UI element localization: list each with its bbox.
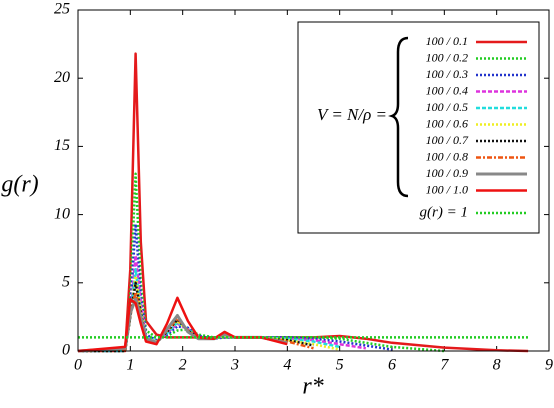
legend-box bbox=[297, 21, 540, 234]
legend-label: 100 / 0.8 bbox=[426, 149, 468, 163]
y-tick-label: 20 bbox=[54, 69, 70, 86]
legend-brace bbox=[388, 36, 409, 198]
y-tick-label: 0 bbox=[62, 342, 70, 359]
x-tick-label: 4 bbox=[283, 357, 291, 374]
x-tick-label: 0 bbox=[74, 357, 82, 374]
legend-label: 100 / 0.3 bbox=[426, 67, 468, 81]
x-axis-label: r* bbox=[302, 374, 323, 400]
legend-label: 100 / 1.0 bbox=[426, 182, 468, 196]
x-tick-label: 2 bbox=[179, 357, 187, 374]
x-tick-label: 5 bbox=[336, 357, 344, 374]
x-tick-label: 7 bbox=[440, 357, 449, 374]
legend-label: 100 / 0.6 bbox=[426, 116, 468, 130]
y-axis-label: g(r) bbox=[1, 172, 38, 198]
x-tick-label: 3 bbox=[230, 357, 239, 374]
y-tick-label: 15 bbox=[54, 137, 70, 154]
data-line bbox=[77, 296, 288, 353]
x-tick-label: 8 bbox=[493, 357, 501, 374]
legend-label: 100 / 0.5 bbox=[426, 100, 468, 114]
x-tick-label: 6 bbox=[388, 357, 396, 374]
legend-prefix: V = N/ρ = bbox=[317, 105, 387, 124]
plot-frame bbox=[77, 9, 550, 352]
y-tick-label: 5 bbox=[62, 273, 70, 290]
legend-label: 100 / 0.2 bbox=[426, 50, 468, 64]
legend-label: 100 / 0.7 bbox=[426, 133, 469, 147]
legend-label: 100 / 0.9 bbox=[426, 166, 468, 180]
legend-label: g(r) = 1 bbox=[420, 204, 468, 220]
legend-label: 100 / 0.1 bbox=[426, 34, 468, 48]
x-tick-label: 1 bbox=[126, 357, 134, 374]
x-tick-label: 9 bbox=[545, 357, 553, 374]
legend-label: 100 / 0.4 bbox=[426, 83, 468, 97]
y-tick-label: 25 bbox=[54, 1, 70, 18]
y-tick-label: 10 bbox=[54, 205, 70, 222]
data-line bbox=[78, 222, 393, 353]
